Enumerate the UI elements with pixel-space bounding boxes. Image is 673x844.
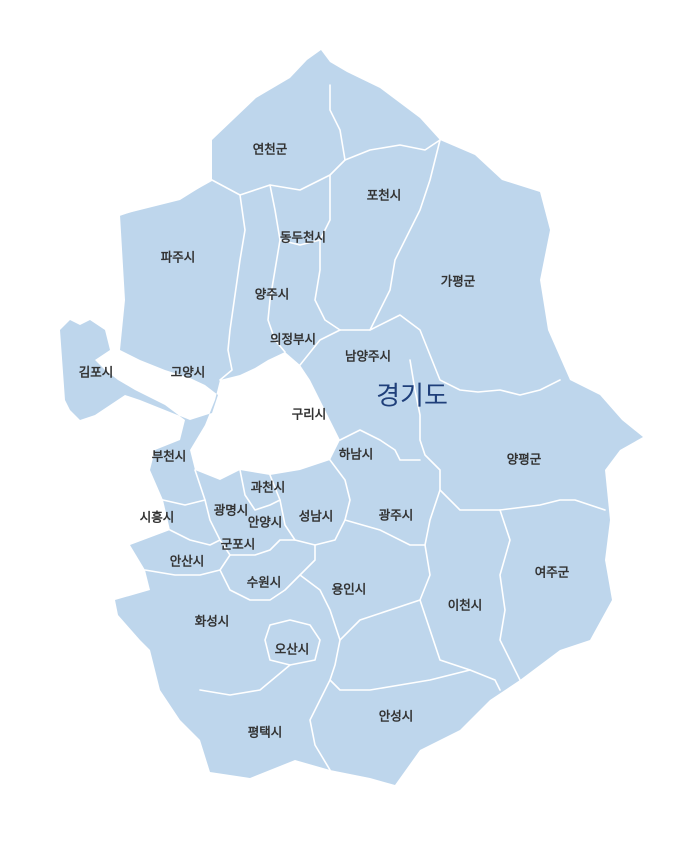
label-siheung: 시흥시 bbox=[140, 510, 175, 525]
label-gwacheon: 과천시 bbox=[251, 480, 286, 495]
label-pyeongtaek: 평택시 bbox=[248, 725, 283, 740]
label-dongducheon: 동두천시 bbox=[280, 230, 326, 245]
label-yeoncheon: 연천군 bbox=[253, 142, 288, 157]
label-gwangju: 광주시 bbox=[379, 508, 414, 523]
label-goyang: 고양시 bbox=[171, 365, 206, 380]
label-guri: 구리시 bbox=[292, 407, 327, 422]
label-gapyeong: 가평군 bbox=[441, 274, 476, 289]
label-paju: 파주시 bbox=[161, 250, 196, 265]
label-yangpyeong: 양평군 bbox=[507, 452, 542, 467]
label-pocheon: 포천시 bbox=[367, 188, 402, 203]
label-ansan: 안산시 bbox=[170, 554, 205, 569]
label-gimpo: 김포시 bbox=[79, 365, 114, 380]
label-gunpo: 군포시 bbox=[221, 537, 256, 552]
label-seongnam: 성남시 bbox=[299, 509, 334, 524]
label-yeoju: 여주군 bbox=[535, 565, 570, 580]
label-hanam: 하남시 bbox=[339, 447, 374, 462]
province-land bbox=[60, 50, 643, 785]
map-title: 경기도 bbox=[376, 382, 448, 412]
region-borders bbox=[119, 84, 606, 771]
label-suwon: 수원시 bbox=[247, 575, 282, 590]
region-labels: 연천군 포천시 동두천시 파주시 양주시 가평군 의정부시 남양주시 김포시 고… bbox=[79, 142, 570, 740]
label-yangju: 양주시 bbox=[255, 287, 290, 302]
label-hwaseong: 화성시 bbox=[195, 614, 230, 629]
label-anseong: 안성시 bbox=[379, 709, 414, 724]
label-anyang: 안양시 bbox=[248, 515, 283, 530]
label-namyangju: 남양주시 bbox=[345, 349, 391, 364]
label-yongin: 용인시 bbox=[332, 582, 367, 597]
label-osan: 오산시 bbox=[275, 642, 310, 657]
label-gwangmyeong: 광명시 bbox=[214, 503, 249, 518]
label-bucheon: 부천시 bbox=[152, 449, 187, 464]
label-icheon: 이천시 bbox=[448, 598, 483, 613]
label-uijeongbu: 의정부시 bbox=[270, 332, 316, 347]
